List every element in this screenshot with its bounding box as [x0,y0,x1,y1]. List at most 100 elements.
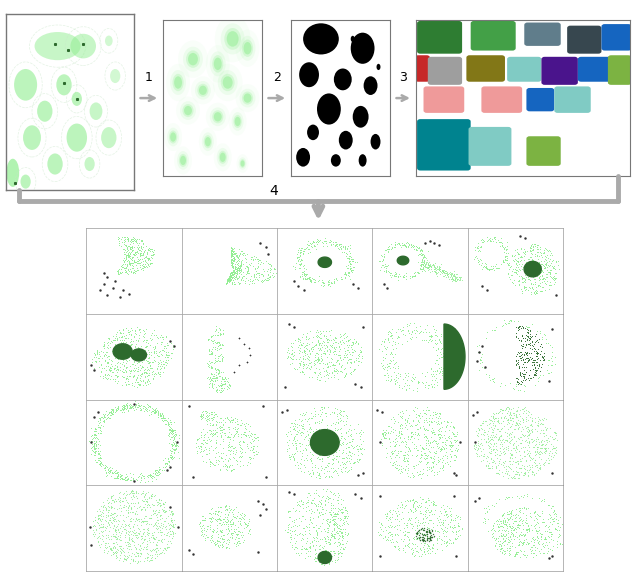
Point [542,262,552,271]
Point [519,447,529,456]
Point [225,243,236,253]
Point [513,420,524,429]
Point [469,443,479,452]
Point [331,338,341,347]
Point [122,402,132,411]
Point [134,541,145,550]
Point [141,403,152,413]
Point [316,329,326,339]
Point [135,252,145,261]
Point [148,248,158,257]
Point [526,410,536,419]
Point [437,422,447,432]
Point [332,342,342,351]
Point [528,534,538,543]
Point [413,552,424,561]
Point [426,263,436,272]
Point [544,537,554,546]
Point [421,414,431,423]
Point [312,463,323,473]
Point [502,523,512,533]
Point [516,342,527,351]
Point [137,250,147,260]
Point [90,427,100,436]
Point [410,429,420,439]
Point [537,267,547,276]
Point [532,252,542,261]
Point [326,239,336,248]
Point [304,419,314,429]
Point [237,527,248,537]
Point [435,336,445,345]
Point [550,524,561,533]
Point [124,501,134,510]
Point [196,441,207,451]
Point [167,426,177,436]
Point [216,368,227,377]
Point [164,452,175,461]
Point [408,546,418,555]
Point [220,414,230,423]
Point [151,539,161,549]
Point [226,246,236,255]
Point [521,423,531,432]
Point [115,328,125,338]
Point [116,332,127,341]
Point [113,233,123,242]
Point [115,496,125,505]
Point [522,550,532,560]
Point [232,512,243,521]
Point [131,252,141,261]
Point [537,343,547,352]
Point [484,447,495,456]
Point [391,456,401,466]
Point [351,356,361,365]
Point [547,529,557,538]
Point [488,445,498,455]
Point [141,503,152,512]
Point [511,421,521,430]
Point [290,262,300,271]
Point [428,500,438,509]
Point [321,408,331,417]
Point [218,377,228,386]
Point [517,363,527,372]
Point [216,383,227,392]
Point [225,276,235,286]
Point [228,444,239,453]
Point [135,258,145,267]
Point [497,510,508,519]
Point [294,439,304,448]
Point [140,252,150,261]
Point [103,334,113,343]
Point [511,505,522,514]
Point [167,441,177,450]
Point [218,419,228,429]
Point [424,495,435,504]
Point [96,458,106,467]
Point [241,519,252,529]
Point [386,448,396,457]
Point [123,265,133,275]
Point [92,439,102,448]
Point [526,279,536,288]
Point [253,269,263,278]
Point [230,261,241,271]
Point [234,268,244,277]
Point [251,252,261,261]
Point [232,424,243,433]
Point [506,473,516,482]
Point [351,338,361,347]
Point [100,541,111,550]
Point [110,407,120,417]
Point [390,463,400,472]
Point [508,522,518,531]
Point [244,452,254,462]
Point [243,268,253,278]
Point [136,257,146,266]
Point [202,522,212,531]
Point [422,261,433,270]
Point [383,532,393,541]
Point [548,501,558,511]
Point [441,448,451,457]
